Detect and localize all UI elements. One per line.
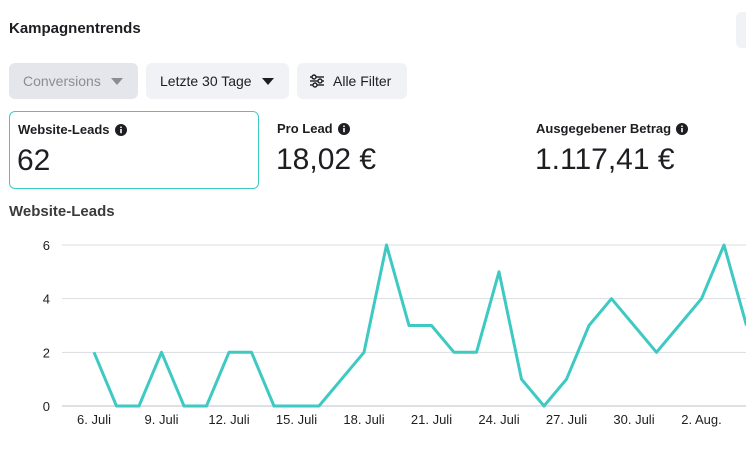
metric-card-pro-lead[interactable]: Pro Lead 18,02 €	[269, 111, 509, 189]
more-options-button[interactable]	[736, 12, 746, 48]
y-tick-label: 4	[43, 292, 50, 307]
filter-sliders-icon	[309, 74, 325, 88]
y-tick-label: 6	[43, 238, 50, 253]
date-range-label: Letzte 30 Tage	[160, 73, 252, 89]
info-icon[interactable]	[114, 123, 127, 136]
x-tick-label: 9. Juli	[145, 412, 179, 427]
x-tick-label: 6. Juli	[77, 412, 111, 427]
x-tick-label: 12. Juli	[208, 412, 249, 427]
metric-card-amount-spent[interactable]: Ausgegebener Betrag 1.117,41 €	[528, 111, 738, 189]
metric-value: 18,02 €	[276, 143, 377, 176]
y-tick-label: 2	[43, 345, 50, 360]
metric-label: Pro Lead	[277, 121, 333, 136]
chevron-down-icon	[261, 77, 274, 85]
all-filters-label: Alle Filter	[333, 73, 392, 89]
all-filters-button[interactable]: Alle Filter	[297, 63, 407, 99]
chevron-down-icon	[110, 77, 123, 85]
metric-select-label: Conversions	[23, 73, 101, 89]
metric-card-website-leads[interactable]: Website-Leads 62	[9, 111, 259, 189]
y-tick-label: 0	[43, 399, 50, 414]
metric-label: Website-Leads	[18, 122, 110, 137]
x-tick-label: 21. Juli	[411, 412, 452, 427]
x-tick-label: 15. Juli	[276, 412, 317, 427]
date-range-dropdown[interactable]: Letzte 30 Tage	[146, 63, 289, 99]
metric-value: 62	[17, 144, 51, 177]
x-tick-label: 24. Juli	[478, 412, 519, 427]
info-icon[interactable]	[337, 122, 350, 135]
x-tick-label: 30. Juli	[613, 412, 654, 427]
info-icon[interactable]	[676, 122, 689, 135]
x-tick-label: 2. Aug.	[681, 412, 721, 427]
page-title: Kampagnentrends	[9, 20, 141, 37]
series-line	[92, 243, 746, 408]
metric-select-dropdown[interactable]: Conversions	[9, 63, 138, 99]
website-leads-line-chart: 0 2 4 6 6. Juli 9. Juli 12. Juli 15. Juli 18. J…	[43, 238, 746, 427]
x-tick-label: 18. Juli	[343, 412, 384, 427]
metric-label: Ausgegebener Betrag	[536, 121, 672, 136]
x-tick-label: 27. Juli	[546, 412, 587, 427]
metric-value: 1.117,41 €	[535, 143, 675, 176]
chart-title: Website-Leads	[9, 203, 115, 220]
